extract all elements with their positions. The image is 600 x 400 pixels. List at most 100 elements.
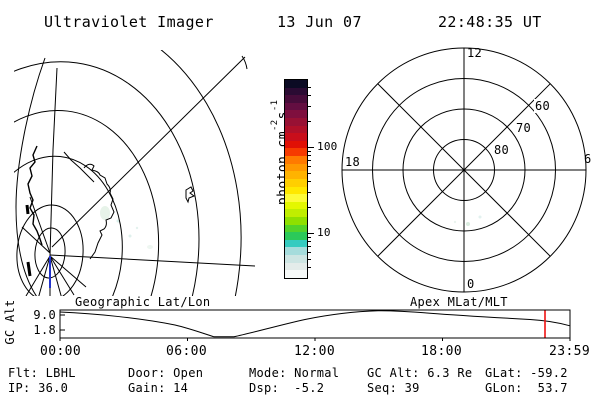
meridian-graticule [21, 56, 256, 296]
colorbar-band [285, 118, 307, 126]
colorbar-band [285, 95, 307, 103]
xtick-0000: 00:00 [40, 344, 82, 359]
colorbar-minor-tick [308, 172, 311, 174]
colorbar-minor-tick [308, 105, 311, 107]
status-gain-label: Gain: [128, 381, 166, 395]
mlt-label-0: 0 [467, 277, 475, 291]
polar-faint-emission-spots [453, 215, 482, 226]
ytick-9: 9.0 [33, 308, 56, 322]
status-flt-label: Flt: [8, 366, 39, 380]
status-door-label: Door: [128, 366, 166, 380]
altitude-plot [59, 309, 571, 341]
status-glon-value: 53.7 [530, 381, 568, 395]
colorbar-band [285, 171, 307, 179]
status-mode-value: Normal [294, 366, 340, 380]
ytick-1-8: 1.8 [33, 323, 56, 337]
status-ip-label: IP: [8, 381, 31, 395]
mlt-spokes [342, 48, 586, 292]
time-readout: 22:48:35 UT [438, 13, 542, 31]
mlt-label-12: 12 [467, 46, 483, 60]
colorbar-minor-tick [308, 206, 311, 208]
status-door: Door: Open [128, 366, 203, 380]
colorbar-tick-label: 100 [317, 139, 338, 153]
colorbar-band [285, 140, 307, 149]
colorbar-band [285, 232, 307, 240]
mlat-ring-label-80: 80 [493, 143, 511, 157]
status-dsp-label: Dsp: [249, 381, 280, 395]
colorbar-minor-tick [308, 236, 311, 238]
date-readout: 13 Jun 07 [277, 13, 362, 31]
colorbar-minor-tick [308, 86, 311, 88]
status-gain-value: 14 [173, 381, 189, 395]
geographic-map [14, 50, 256, 296]
colorbar-band [285, 133, 307, 141]
app-title: Ultraviolet Imager [44, 13, 214, 31]
colorbar-band [285, 247, 307, 256]
altitude-plot-ylabel: GC Alt [3, 299, 17, 345]
mlat-ring-label-60: 60 [534, 99, 552, 113]
mlt-label-18: 18 [345, 155, 361, 169]
status-glon-label: GLon: [485, 381, 523, 395]
colorbar-minor-tick [308, 165, 311, 167]
colorbar-band [285, 262, 307, 271]
colorbar-band [285, 194, 307, 202]
colorbar-band [285, 87, 307, 96]
colorbar-unit-label: photon cm-2s-1 [259, 100, 290, 238]
colorbar-tick-label: 10 [317, 226, 331, 240]
earth-limb [15, 57, 46, 296]
unit-exponent-1: -2 [270, 119, 280, 132]
colorbar-band [285, 186, 307, 195]
status-glat-value: -59.2 [530, 366, 568, 380]
colorbar-band [285, 102, 307, 111]
mlt-label-6: 6 [584, 152, 592, 166]
colorbar-minor-tick [308, 258, 311, 260]
colorbar-band [285, 148, 307, 157]
altitude-plot-xticks [59, 338, 571, 341]
colorbar-major-tick [308, 146, 314, 148]
status-gc-alt: GC Alt: 6.3 Re [367, 366, 472, 380]
colorbar-minor-tick [308, 181, 311, 183]
polar-grid-plot [341, 47, 587, 293]
colorbar-band [285, 270, 307, 278]
altitude-plot-yticks [60, 314, 65, 331]
colorbar-band [285, 209, 307, 217]
status-gc-alt-value: 6.3 Re [427, 366, 473, 380]
colorbar-band [285, 255, 307, 263]
status-seq-value: 39 [404, 381, 420, 395]
status-mode-label: Mode: [249, 366, 287, 380]
colorbar-band [285, 163, 307, 172]
colorbar-minor-tick [308, 160, 311, 162]
status-glon: GLon: 53.7 [485, 381, 568, 395]
colorbar-band [285, 216, 307, 225]
colorbar-band [285, 224, 307, 233]
colorbar-minor-tick [308, 155, 311, 157]
colorbar-minor-tick [308, 241, 311, 243]
status-glat: GLat: -59.2 [485, 366, 568, 380]
unit-exponent-2: -1 [270, 99, 280, 112]
colorbar-gradient [284, 79, 308, 279]
colorbar-band [285, 110, 307, 119]
colorbar-band [285, 239, 307, 248]
mlat-ring-label-70: 70 [515, 121, 533, 135]
xtick-1200: 12:00 [294, 344, 336, 359]
xtick-0600: 06:00 [166, 344, 208, 359]
status-seq: Seq: 39 [367, 381, 420, 395]
status-door-value: Open [173, 366, 204, 380]
status-ip-value: 36.0 [38, 381, 69, 395]
status-flt-value: LBHL [45, 366, 76, 380]
colorbar-band [285, 80, 307, 88]
colorbar-band [285, 201, 307, 210]
colorbar-minor-tick [308, 252, 311, 254]
colorbar-minor-tick [308, 191, 311, 193]
colorbar-minor-tick [308, 120, 311, 122]
coastline [25, 55, 248, 277]
colorbar-minor-tick [308, 267, 311, 269]
colorbar-minor-tick [308, 246, 311, 248]
latitude-graticule [14, 50, 242, 296]
orbit-altitude-curve [59, 310, 571, 338]
geo-map-caption: Geographic Lat/Lon [75, 295, 211, 309]
colorbar-band [285, 178, 307, 187]
status-gc-alt-label: GC Alt: [367, 366, 420, 380]
xtick-2359: 23:59 [549, 344, 591, 359]
